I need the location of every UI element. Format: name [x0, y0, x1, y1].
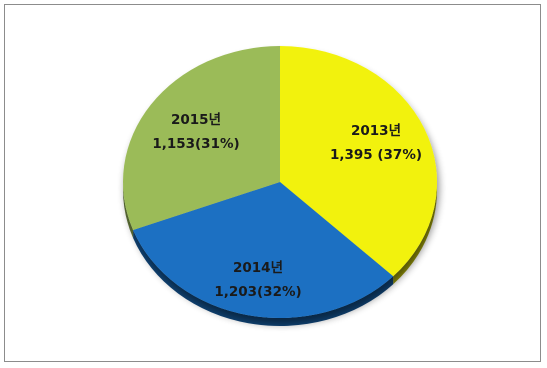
- slice-category-label: 2013년: [351, 123, 401, 139]
- pie-sides: [123, 182, 437, 326]
- pie-labels: 2013년 1,395 (37%) 2014년 1,203(32%) 2015년 1,15…: [152, 112, 422, 300]
- pie-slice-2013년: [280, 46, 437, 277]
- pie-top: [123, 46, 437, 318]
- pie-slice-2015년: [123, 46, 280, 230]
- pie-slice-2014년: [133, 182, 394, 318]
- slice-category-label: 2015년: [171, 112, 221, 128]
- slice-value-label: 1,153(31%): [152, 136, 239, 152]
- pie-side-2: [123, 182, 134, 238]
- slice-category-label: 2014년: [233, 260, 283, 276]
- pie-side-1: [133, 229, 394, 326]
- slice-value-label: 1,395 (37%): [330, 147, 422, 163]
- slice-value-label: 1,203(32%): [214, 284, 301, 300]
- pie-side-0: [393, 182, 437, 285]
